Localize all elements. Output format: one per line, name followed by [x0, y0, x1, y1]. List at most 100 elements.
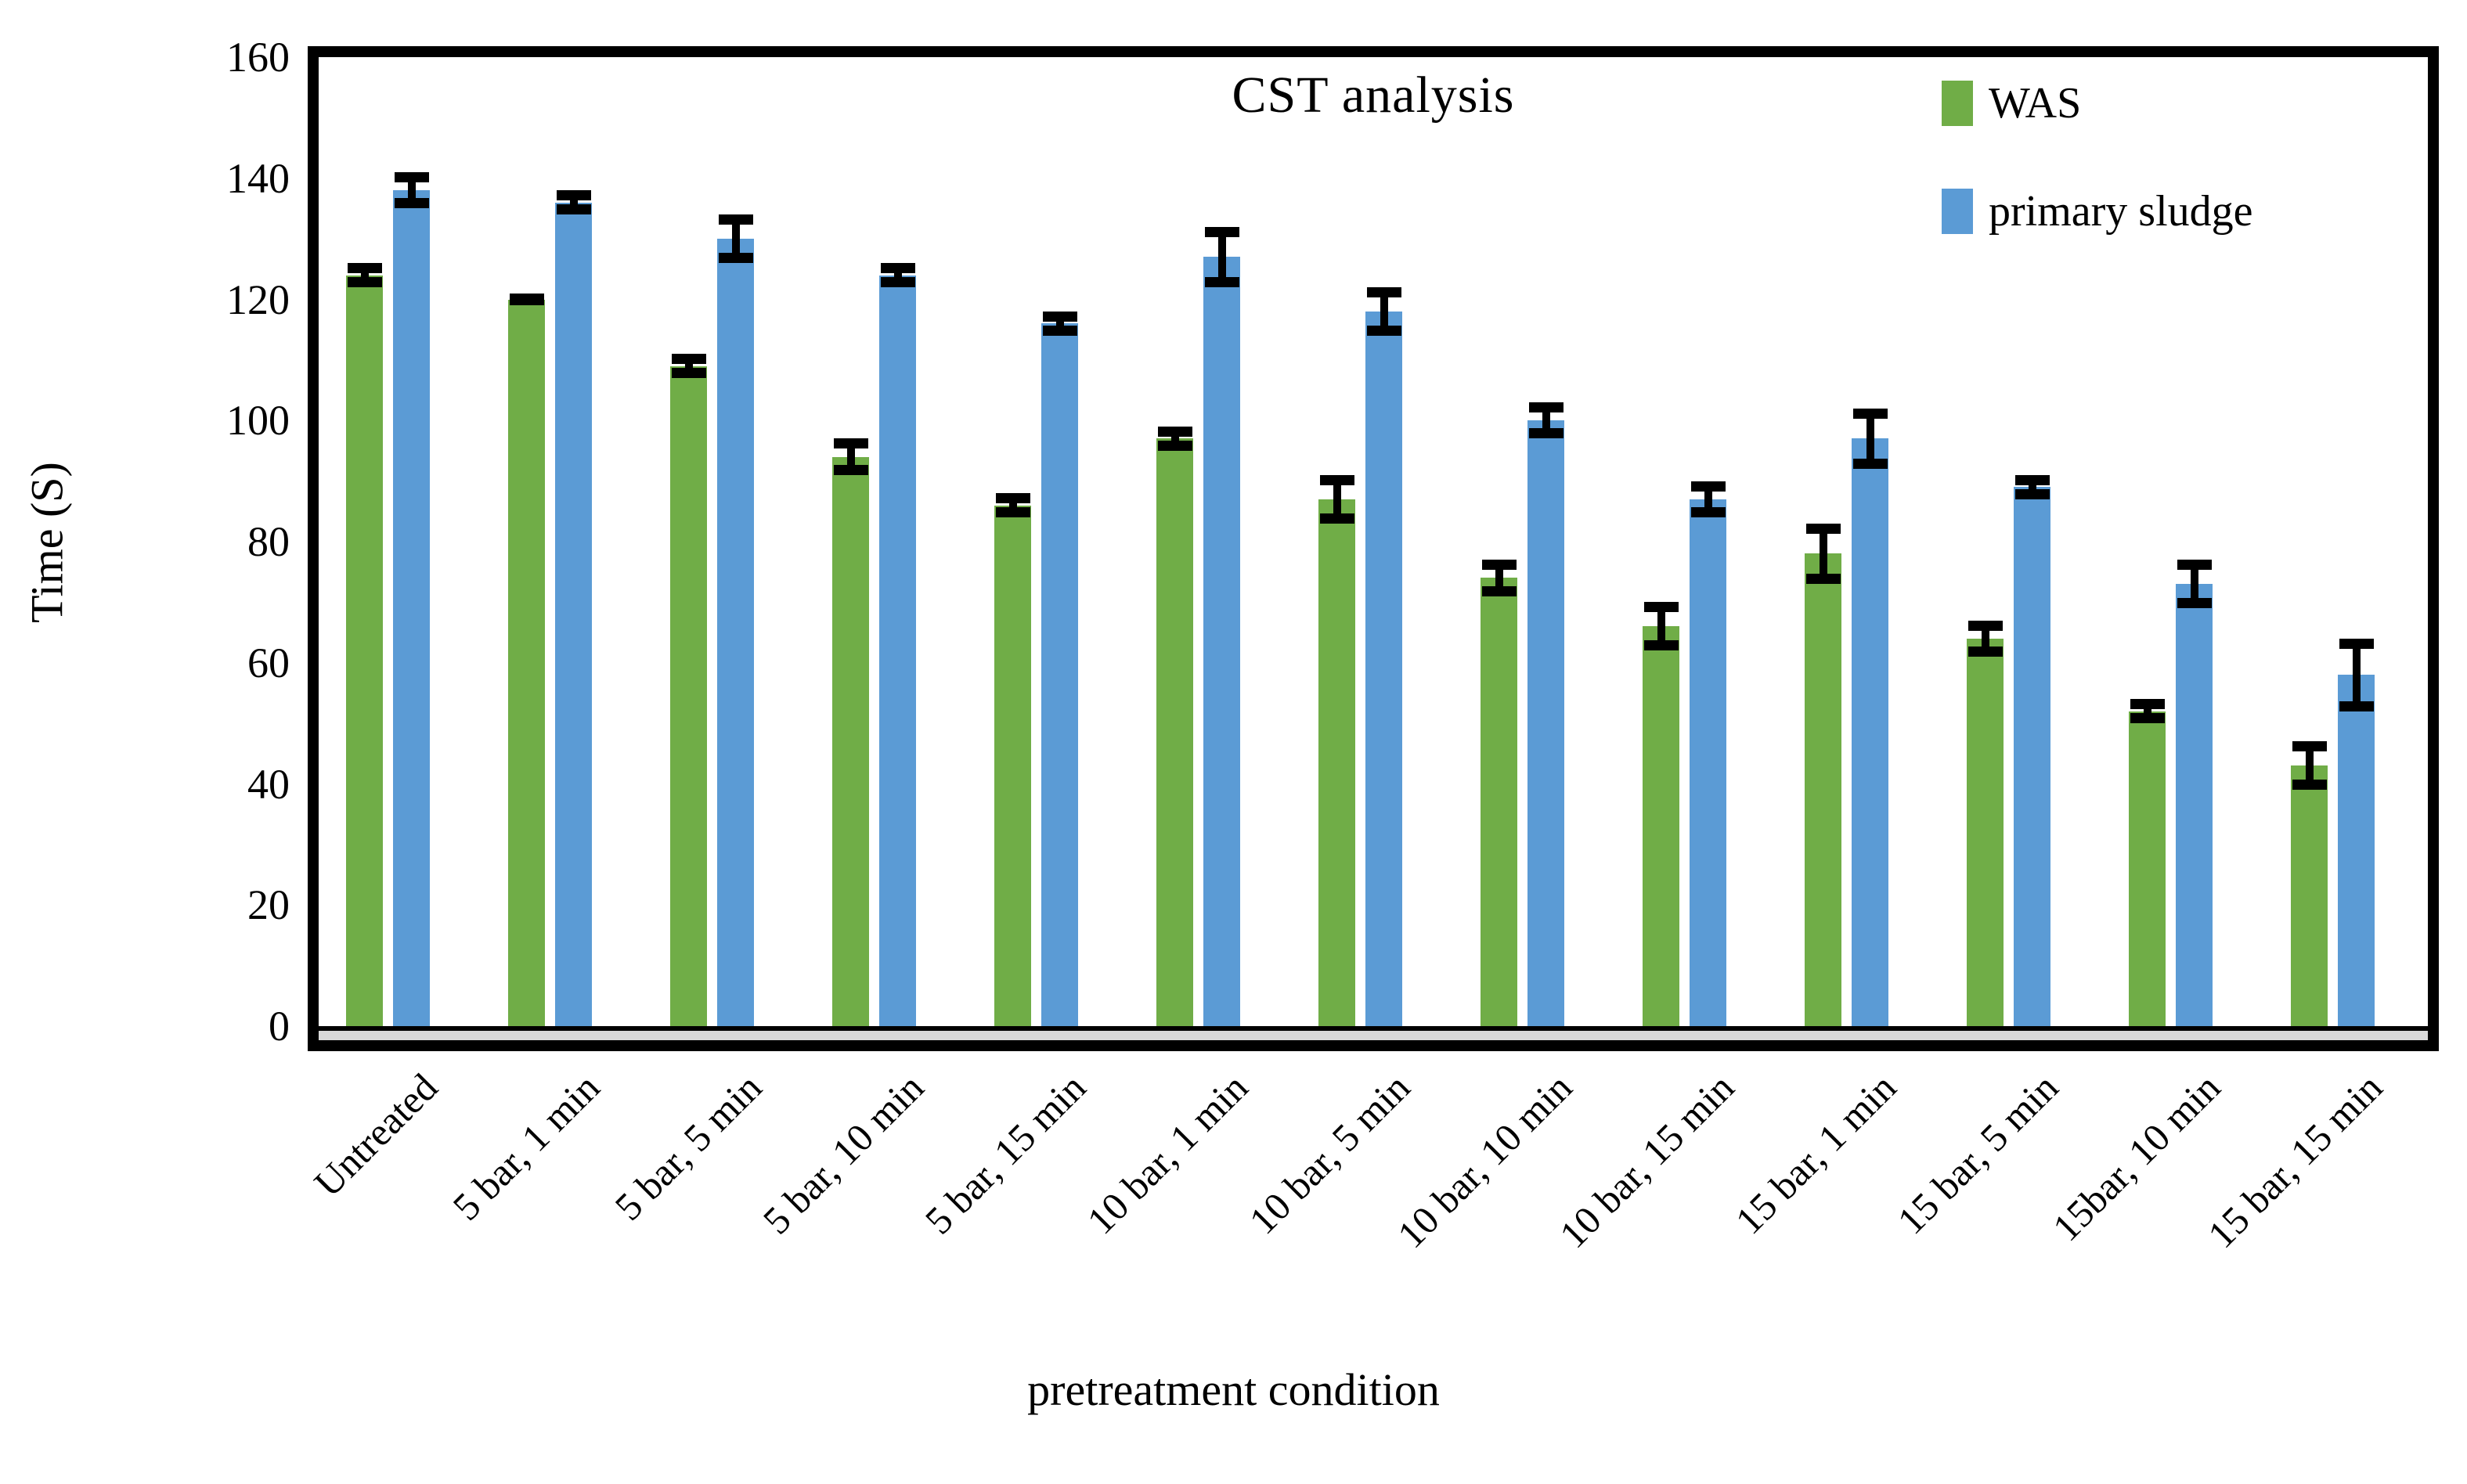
bar-was-2 — [670, 366, 707, 1026]
bar-was-4 — [994, 505, 1031, 1026]
bar-primary-sludge-8 — [1690, 499, 1726, 1026]
bar-primary-sludge-7 — [1527, 420, 1564, 1026]
y-tick-label-40: 40 — [247, 760, 290, 808]
error-bar-cap-top-1-7 — [1528, 402, 1564, 413]
bar-was-12 — [2291, 765, 2328, 1026]
error-bar-cap-bottom-1-5 — [1204, 277, 1239, 288]
error-bar-cap-bottom-0-0 — [347, 277, 382, 288]
error-bar-line-1-11 — [2190, 560, 2198, 609]
x-axis-line — [319, 1026, 2428, 1031]
error-bar-line-0-9 — [1819, 523, 1827, 585]
error-bar-cap-bottom-0-8 — [1643, 640, 1679, 651]
bar-was-7 — [1481, 578, 1517, 1026]
error-bar-cap-top-0-12 — [2292, 741, 2327, 752]
legend-swatch-primary-sludge — [1942, 189, 1973, 234]
chart-title: CST analysis — [1232, 67, 1515, 124]
error-bar-cap-bottom-0-3 — [833, 464, 868, 475]
y-tick-label-120: 120 — [226, 276, 290, 323]
error-bar-cap-bottom-0-2 — [671, 368, 706, 379]
bar-was-1 — [508, 299, 545, 1026]
error-bar-cap-top-1-1 — [556, 190, 591, 201]
error-bar-line-0-3 — [846, 438, 855, 475]
y-tick-label-60: 60 — [247, 639, 290, 686]
error-bar-cap-top-1-8 — [1690, 481, 1726, 492]
error-bar-cap-top-1-0 — [394, 172, 429, 182]
y-tick-label-160: 160 — [226, 34, 290, 81]
error-bar-line-1-7 — [1542, 402, 1550, 439]
error-bar-line-1-3 — [893, 263, 902, 287]
error-bar-cap-top-0-6 — [1319, 474, 1354, 485]
bar-primary-sludge-10 — [2014, 487, 2050, 1026]
error-bar-line-0-6 — [1333, 474, 1341, 524]
error-bar-cap-top-1-2 — [718, 214, 753, 225]
error-bar-cap-bottom-0-11 — [2130, 713, 2165, 724]
error-bar-cap-top-0-9 — [1805, 523, 1841, 534]
error-bar-line-1-12 — [2352, 638, 2361, 711]
error-bar-cap-top-1-3 — [880, 263, 915, 274]
bar-primary-sludge-3 — [879, 275, 916, 1026]
y-axis-title: Time (S) — [21, 462, 73, 623]
y-tick-label-0: 0 — [269, 1003, 290, 1050]
error-bar-cap-top-1-9 — [1852, 408, 1888, 419]
error-bar-line-1-2 — [731, 214, 740, 264]
error-bar-cap-bottom-1-6 — [1366, 325, 1401, 336]
bar-was-0 — [346, 275, 383, 1026]
error-bar-cap-top-1-5 — [1204, 226, 1239, 237]
error-bar-line-0-10 — [1981, 620, 1989, 657]
error-bar-cap-top-0-4 — [995, 493, 1030, 504]
error-bar-cap-bottom-0-5 — [1157, 440, 1192, 451]
error-bar-line-1-8 — [1704, 481, 1712, 518]
error-bar-cap-top-0-7 — [1481, 560, 1517, 571]
bar-was-10 — [1967, 638, 2004, 1026]
error-bar-line-0-5 — [1170, 426, 1179, 451]
error-bar-line-0-2 — [684, 354, 693, 379]
bar-primary-sludge-11 — [2176, 584, 2213, 1026]
error-bar-cap-top-0-11 — [2130, 699, 2165, 710]
legend-item-was: WAS — [1942, 78, 2081, 128]
error-bar-line-0-0 — [360, 263, 369, 287]
legend-item-primary-sludge: primary sludge — [1942, 186, 2252, 236]
error-bar-cap-top-1-4 — [1042, 311, 1077, 322]
error-bar-cap-bottom-0-9 — [1805, 574, 1841, 585]
error-bar-line-1-1 — [569, 190, 578, 215]
error-bar-cap-bottom-0-7 — [1481, 585, 1517, 596]
error-bar-cap-bottom-1-12 — [2339, 701, 2374, 711]
bar-was-11 — [2129, 711, 2166, 1026]
error-bar-line-0-7 — [1495, 560, 1503, 596]
error-bar-line-1-4 — [1055, 311, 1064, 336]
error-bar-line-0-11 — [2143, 699, 2151, 724]
legend-label-primary-sludge: primary sludge — [1989, 187, 2253, 236]
error-bar-cap-bottom-0-10 — [1967, 647, 2003, 657]
bar-primary-sludge-1 — [555, 202, 592, 1026]
bar-primary-sludge-0 — [393, 190, 430, 1026]
bar-primary-sludge-5 — [1203, 257, 1240, 1026]
error-bar-cap-top-1-6 — [1366, 287, 1401, 298]
error-bar-cap-top-0-8 — [1643, 602, 1679, 613]
error-bar-cap-bottom-1-4 — [1042, 325, 1077, 336]
error-bar-cap-bottom-1-7 — [1528, 428, 1564, 439]
bar-was-3 — [832, 456, 869, 1026]
bar-primary-sludge-12 — [2338, 675, 2375, 1026]
legend-label-was: WAS — [1989, 79, 2082, 128]
error-bar-cap-bottom-1-1 — [556, 204, 591, 215]
error-bar-cap-bottom-0-12 — [2292, 780, 2327, 791]
x-axis-shadow — [319, 1031, 2428, 1040]
error-bar-cap-top-1-10 — [2014, 474, 2050, 485]
error-bar-line-0-12 — [2305, 741, 2314, 791]
error-bar-line-1-6 — [1380, 287, 1388, 336]
error-bar-cap-top-1-11 — [2177, 560, 2212, 571]
error-bar-line-0-4 — [1008, 493, 1017, 518]
error-bar-cap-bottom-1-8 — [1690, 507, 1726, 518]
bar-was-5 — [1156, 438, 1193, 1026]
y-tick-label-20: 20 — [247, 881, 290, 929]
error-bar-line-1-9 — [1866, 408, 1874, 470]
y-tick-label-80: 80 — [247, 518, 290, 565]
error-bar-cap-top-0-5 — [1157, 426, 1192, 437]
bar-primary-sludge-6 — [1365, 311, 1402, 1026]
error-bar-cap-bottom-1-2 — [718, 253, 753, 264]
error-bar-cap-bottom-1-11 — [2177, 598, 2212, 609]
error-bar-line-1-10 — [2028, 474, 2036, 499]
error-bar-cap-top-0-0 — [347, 263, 382, 274]
error-bar-cap-bottom-0-6 — [1319, 513, 1354, 524]
error-bar-cap-top-0-2 — [671, 354, 706, 365]
